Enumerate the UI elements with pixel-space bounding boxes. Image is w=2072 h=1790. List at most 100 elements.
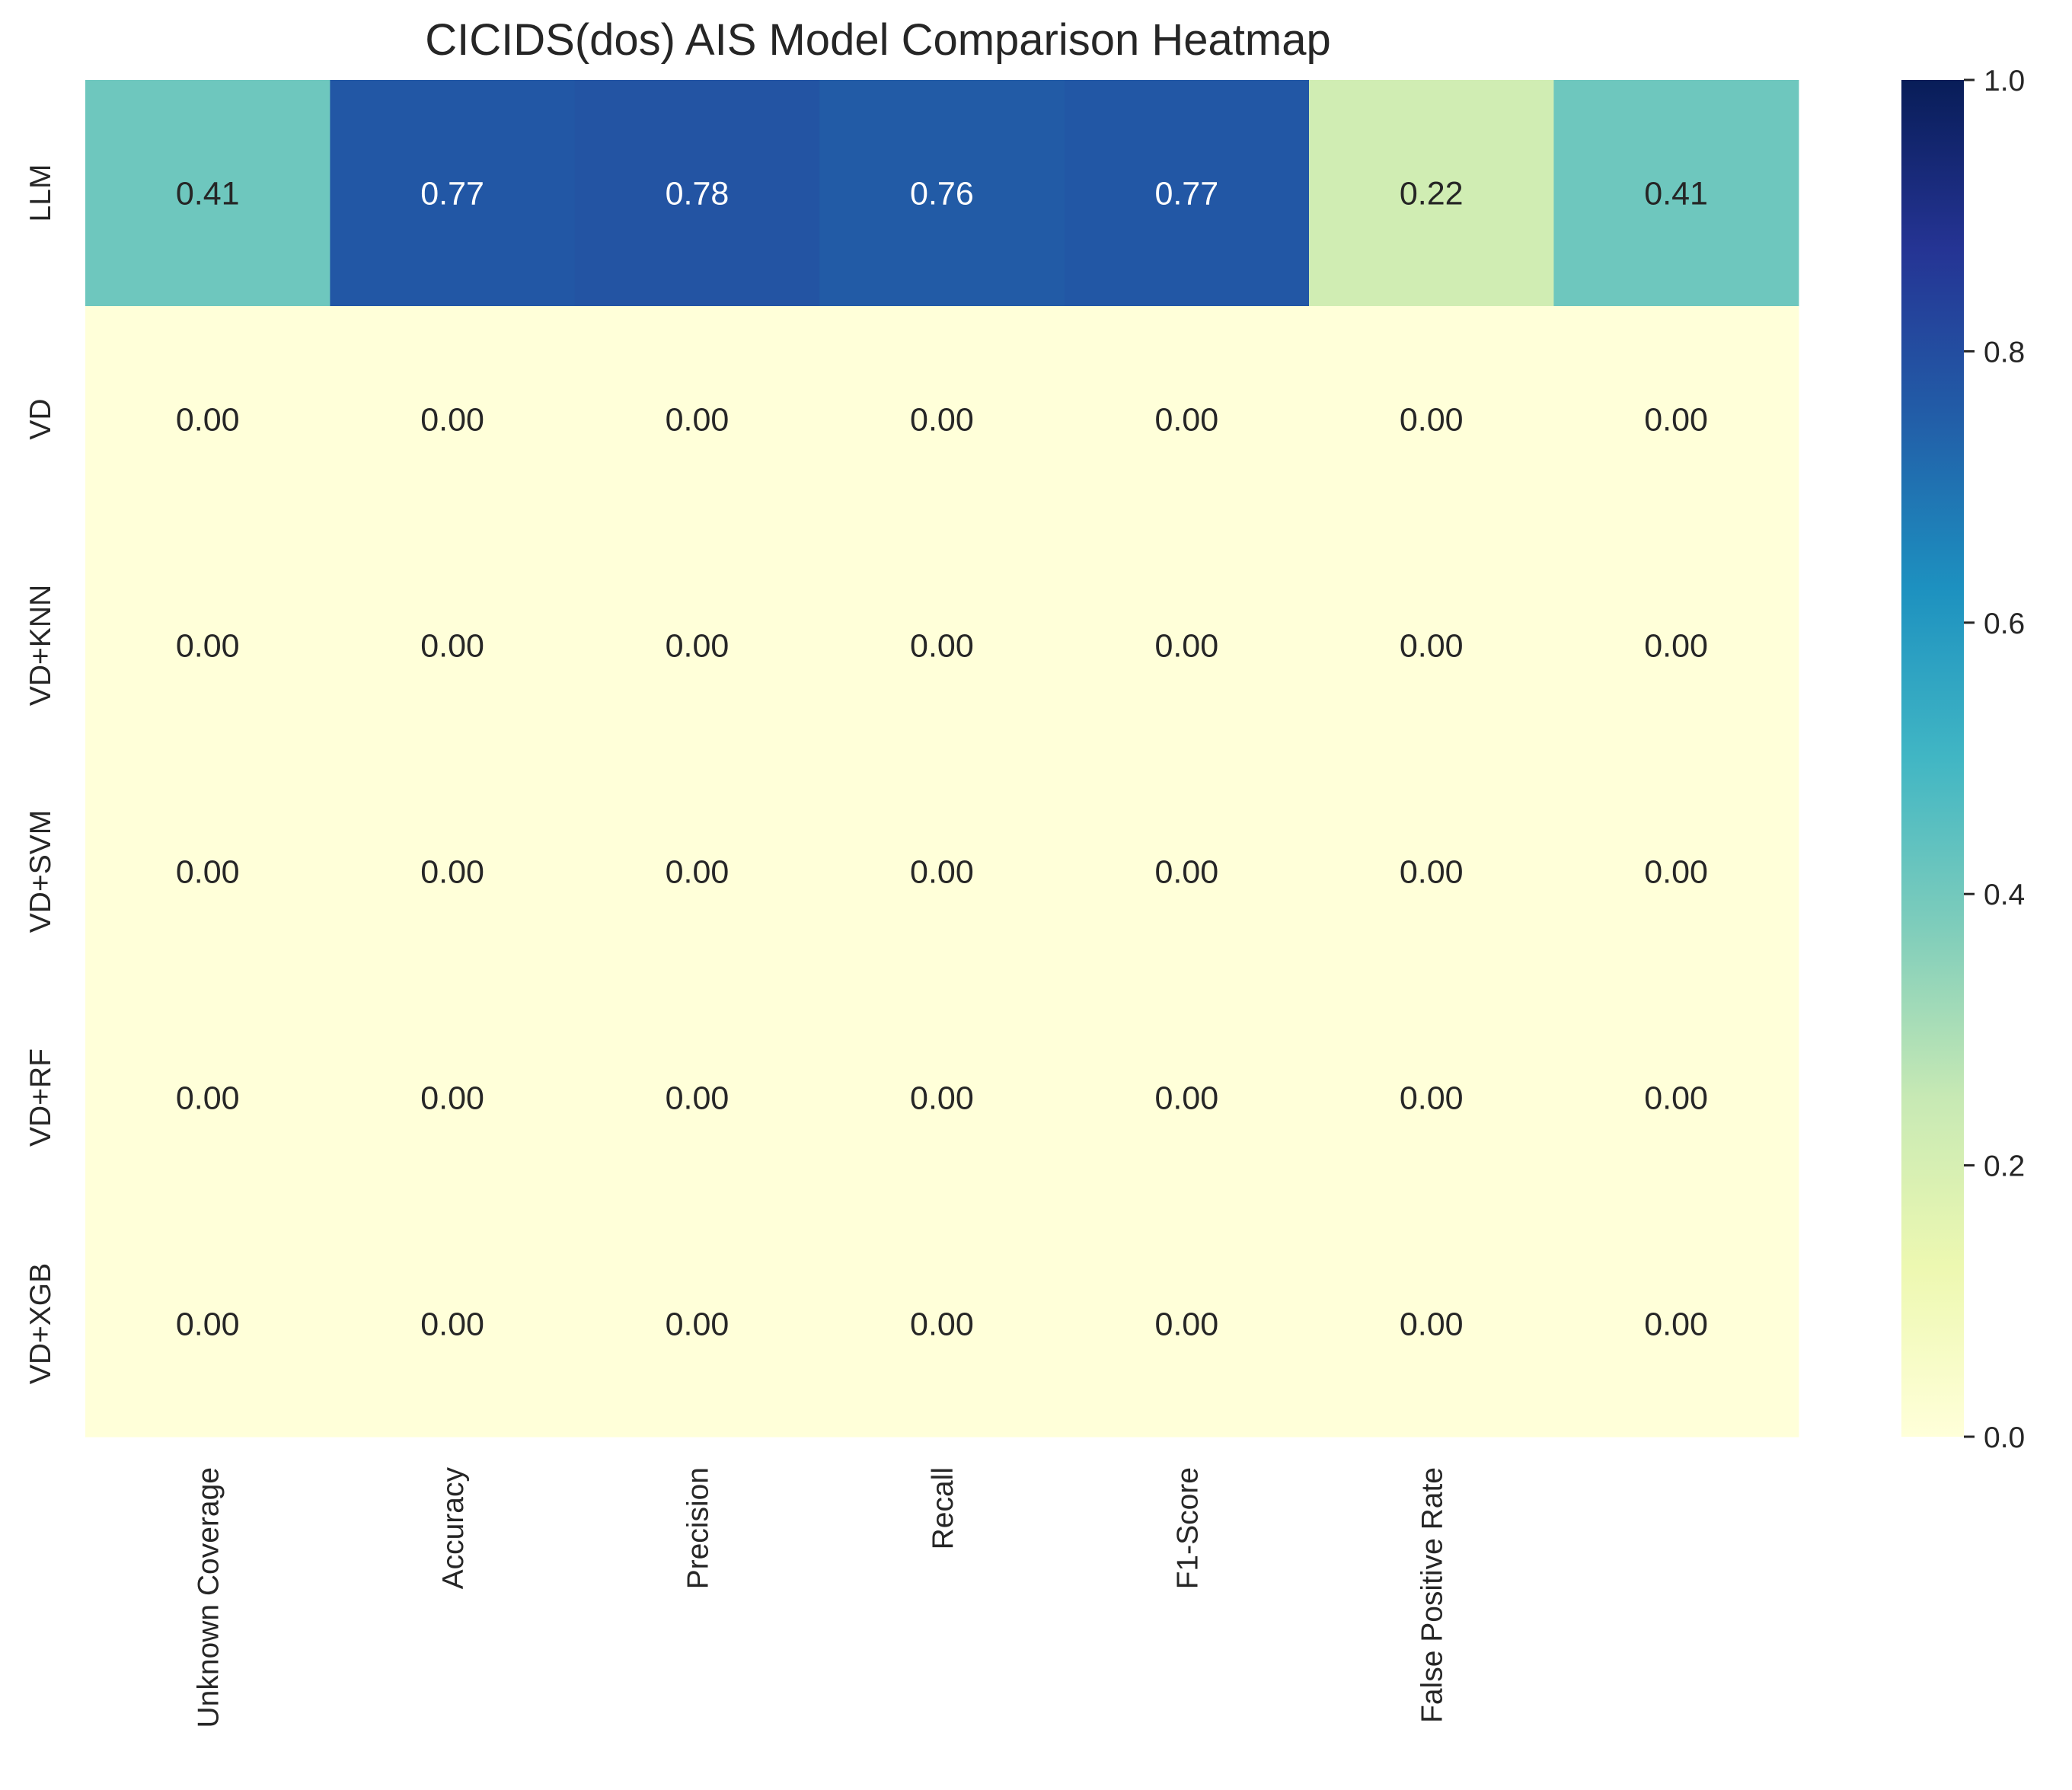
heatmap-cell: [1553, 532, 1799, 759]
x-tick-label: Recall: [927, 1467, 959, 1549]
heatmap-cell-value: 0.00: [420, 402, 484, 439]
heatmap-cell-value: 0.00: [666, 1080, 730, 1117]
y-tick-label: VD+KNN: [24, 585, 57, 706]
heatmap-cell: [330, 532, 576, 759]
heatmap-cell-value: 0.00: [176, 854, 240, 891]
heatmap-cell-value: 0.00: [1154, 854, 1218, 891]
heatmap-cell-value: 0.41: [1644, 176, 1708, 212]
heatmap-cell-value: 0.00: [420, 1080, 484, 1117]
heatmap-cell: [574, 758, 820, 985]
heatmap-cell-value: 0.00: [910, 402, 974, 439]
heatmap-cell: [85, 80, 330, 307]
heatmap-cell-value: 0.00: [176, 402, 240, 439]
heatmap-cell: [1064, 80, 1310, 307]
heatmap-cell: [330, 1211, 576, 1437]
heatmap-cell-value: 0.00: [910, 1080, 974, 1117]
heatmap-cell-value: 0.00: [666, 1307, 730, 1343]
x-tick-label: F1-Score: [1171, 1467, 1204, 1589]
heatmap-cell-value: 0.00: [1644, 854, 1708, 891]
colorbar-tick-label: 0.4: [1984, 879, 2025, 911]
heatmap-cell: [574, 984, 820, 1211]
heatmap-cell: [1309, 758, 1554, 985]
heatmap-cell-value: 0.22: [1400, 176, 1464, 212]
heatmap-cell: [1064, 1211, 1310, 1437]
colorbar-tick-label: 0.6: [1984, 608, 2025, 640]
heatmap-cell-value: 0.00: [1400, 1307, 1464, 1343]
chart-title: CICIDS(dos) AIS Model Comparison Heatmap: [425, 15, 1330, 65]
heatmap-cell: [819, 758, 1065, 985]
heatmap-cell: [1553, 758, 1799, 985]
x-tick-label: Accuracy: [437, 1467, 470, 1590]
heatmap-cell-value: 0.00: [1400, 1080, 1464, 1117]
colorbar-tick-label: 0.0: [1984, 1421, 2025, 1454]
colorbar-tick-label: 0.2: [1984, 1150, 2025, 1183]
heatmap-cell: [1553, 1211, 1799, 1437]
y-axis-tick-labels: LLM VD VD+KNN VD+SVM VD+RF VD+XGB: [24, 164, 85, 1384]
heatmap-cell-value: 0.77: [420, 176, 484, 212]
y-tick-label: LLM: [24, 164, 57, 222]
heatmap-cell-value: 0.00: [1154, 1307, 1218, 1343]
heatmap-cell-value: 0.76: [910, 176, 974, 212]
heatmap-cell-value: 0.00: [1154, 628, 1218, 665]
colorbar: 0.0 0.2 0.4 0.6 0.8 1.0: [1901, 65, 2025, 1454]
heatmap-cell: [85, 984, 330, 1211]
colorbar-gradient: [1901, 80, 1964, 1437]
heatmap-cell-labels: 0.41 0.77 0.78 0.76 0.77 0.22 0.41 0.00 0.00 0.00…: [176, 176, 1708, 1343]
heatmap-cell: [330, 984, 576, 1211]
heatmap-cell: [819, 1211, 1065, 1437]
heatmap-cell: [330, 758, 576, 985]
heatmap-cell-value: 0.00: [666, 628, 730, 665]
heatmap-cell-value: 0.00: [1644, 628, 1708, 665]
heatmap-cell-value: 0.00: [1400, 854, 1464, 891]
heatmap-cell-value: 0.00: [420, 854, 484, 891]
x-tick-label: False Positive Rate: [1416, 1467, 1449, 1723]
y-tick-label: VD: [24, 398, 57, 439]
y-tick-label: VD+SVM: [24, 810, 57, 933]
heatmap-cell: [574, 306, 820, 533]
heatmap-cell: [1309, 1211, 1554, 1437]
heatmap-cell: [1309, 532, 1554, 759]
heatmap-cell-value: 0.00: [666, 854, 730, 891]
heatmap-cell: [574, 1211, 820, 1437]
x-tick-label: Precision: [682, 1467, 715, 1589]
heatmap-cell: [574, 80, 820, 307]
heatmap-cell-value: 0.00: [1400, 402, 1464, 439]
heatmap-cell-value: 0.41: [176, 176, 240, 212]
heatmap-cell-value: 0.00: [910, 1307, 974, 1343]
heatmap-cell-value: 0.00: [176, 1307, 240, 1343]
heatmap-cell: [1064, 758, 1310, 985]
heatmap-cell: [819, 306, 1065, 533]
heatmap-cell-value: 0.00: [176, 1080, 240, 1117]
y-tick-label: VD+XGB: [24, 1263, 57, 1384]
heatmap-cell: [1309, 984, 1554, 1211]
heatmap-cell-value: 0.00: [1644, 1080, 1708, 1117]
heatmap-cell-value: 0.00: [910, 628, 974, 665]
heatmap-cell: [1064, 984, 1310, 1211]
heatmap-cell: [85, 532, 330, 759]
heatmap-cell-value: 0.00: [1644, 402, 1708, 439]
heatmap-cell: [85, 1211, 330, 1437]
heatmap-cell: [1064, 306, 1310, 533]
heatmap-cell-value: 0.00: [1644, 1307, 1708, 1343]
heatmap-cell-value: 0.00: [420, 1307, 484, 1343]
heatmap-cell-value: 0.00: [1154, 1080, 1218, 1117]
heatmap-cell: [85, 306, 330, 533]
heatmap-cell: [85, 758, 330, 985]
heatmap-cell-value: 0.00: [1154, 402, 1218, 439]
heatmap-cell: [1553, 306, 1799, 533]
colorbar-tick-label: 1.0: [1984, 65, 2025, 97]
heatmap-cell-value: 0.00: [420, 628, 484, 665]
heatmap-cell: [1309, 306, 1554, 533]
heatmap-cell-value: 0.00: [910, 854, 974, 891]
heatmap-cell-value: 0.00: [666, 402, 730, 439]
heatmap-cell: [1064, 532, 1310, 759]
x-axis-tick-labels: Unknown Coverage Accuracy Precision Recall F…: [193, 1467, 1449, 1728]
heatmap-cell-value: 0.78: [666, 176, 730, 212]
colorbar-tick-label: 0.8: [1984, 336, 2025, 369]
heatmap-cells: [85, 80, 1799, 1437]
heatmap-cell: [574, 532, 820, 759]
heatmap-cell: [330, 306, 576, 533]
heatmap-cell: [1553, 984, 1799, 1211]
heatmap-cell-value: 0.00: [176, 628, 240, 665]
